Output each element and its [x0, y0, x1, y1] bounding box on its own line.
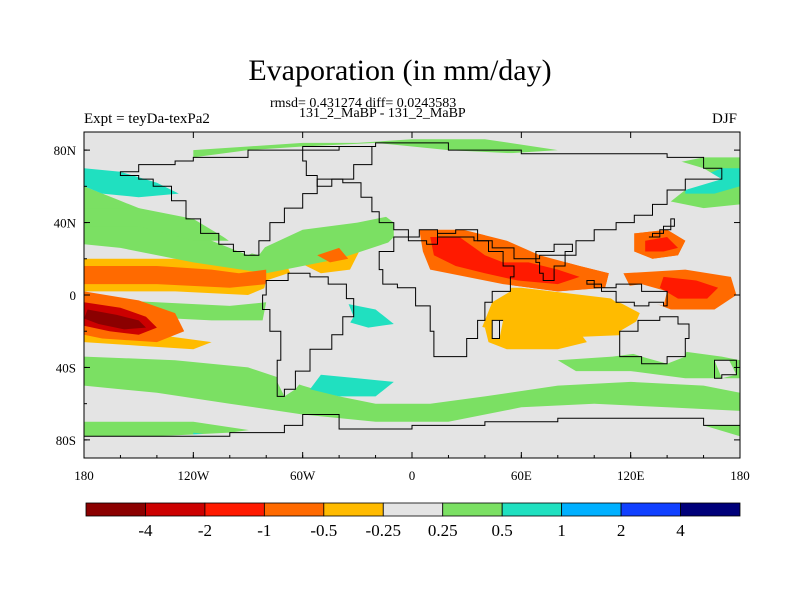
- field-north-pacific-orange-band: [84, 266, 267, 288]
- coastline-greenland: [302, 146, 373, 187]
- field-atlantic-orange: [317, 247, 349, 263]
- land-southeast-asia-islands: [586, 280, 668, 306]
- colorbar-label: -1: [257, 521, 271, 540]
- field-south-pacific-green-band: [84, 356, 740, 422]
- season-label: DJF: [712, 111, 738, 127]
- land-australia: [619, 316, 689, 364]
- land-greenland: [302, 146, 372, 187]
- y-tick-label: 0: [70, 288, 77, 303]
- coastline-southeast-asia-islands: [586, 280, 668, 307]
- field-north-atlantic-green: [84, 186, 394, 274]
- colorbar-label: 0.25: [428, 521, 458, 540]
- experiment-label: Expt = teyDa-texPa2: [84, 111, 210, 127]
- land-north-america-eurasia: [120, 142, 722, 259]
- land-antarctica: [84, 414, 740, 458]
- land-south-america: [262, 273, 354, 397]
- colorbar-swatch: [85, 502, 146, 517]
- x-tick-label: 0: [409, 468, 416, 483]
- colorbar-swatch: [263, 502, 325, 517]
- coastline-new-zealand: [714, 359, 737, 379]
- colorbar: -4 -2 -1 -0.5 -0.25 0.25 0.5 1 2 4: [85, 502, 741, 540]
- land-japan: [648, 218, 675, 237]
- field-southeast-pacific-deep-red: [84, 309, 146, 330]
- coastline-madagascar: [491, 319, 504, 339]
- x-tick-label: 180: [74, 468, 94, 483]
- x-tick-label: 120W: [177, 468, 210, 483]
- x-tick-label: 60E: [511, 468, 532, 483]
- x-tick-label: 120E: [617, 468, 645, 483]
- field-west-pacific-red: [659, 276, 719, 299]
- colorbar-swatch: [620, 502, 681, 517]
- page-title: Evaporation (in mm/day): [248, 54, 552, 87]
- coastline-india: [535, 243, 573, 281]
- field-arabia-yellow: [484, 327, 587, 350]
- coastline-japan: [648, 218, 675, 238]
- colorbar-label: 1: [557, 521, 566, 540]
- colorbar-swatch: [323, 502, 384, 517]
- x-tick-label: 60W: [290, 468, 316, 483]
- colorbar-swatch: [501, 502, 563, 517]
- colorbar-label: 2: [617, 521, 626, 540]
- colorbar-label: -2: [198, 521, 212, 540]
- land-madagascar: [492, 320, 504, 339]
- colorbar-label: 4: [676, 521, 685, 540]
- colorbar-swatch: [680, 502, 741, 517]
- map-plot-area: [84, 132, 740, 458]
- coastline-south-america: [262, 272, 355, 397]
- colorbar-swatch: [204, 502, 265, 517]
- land-field-southeast-asia-red: [645, 237, 678, 252]
- field-south-atlantic-cyan: [310, 374, 394, 397]
- field-north-pacific-cyan: [84, 168, 179, 198]
- colorbar-swatch: [442, 502, 503, 517]
- coastline-australia: [619, 316, 690, 365]
- field-north-pacific-green: [84, 208, 230, 241]
- coastline-antarctica: [84, 414, 740, 458]
- colorbar-label: -0.5: [310, 521, 337, 540]
- coastline-layer: [84, 142, 740, 458]
- colorbar-swatch: [382, 502, 444, 517]
- colorbar-label: 0.5: [492, 521, 513, 540]
- colorbar-swatch: [561, 502, 622, 517]
- coastline-africa-arabia: [378, 229, 515, 358]
- y-tick-label: 40S: [56, 360, 76, 375]
- map-axis-ticks: 180 120W 60W 0 60E 120E 180 80N 40N 0 40S 80S: [54, 132, 750, 483]
- x-tick-label: 180: [730, 468, 750, 483]
- colorbar-swatch: [145, 502, 206, 517]
- plot-subtitle: 131_2_MaBP - 131_2_MaBP: [299, 106, 466, 121]
- colorbar-label: -4: [138, 521, 153, 540]
- y-tick-label: 40N: [54, 216, 77, 231]
- y-tick-label: 80N: [54, 143, 77, 158]
- coastline-north-america-eurasia: [119, 142, 723, 260]
- y-tick-label: 80S: [56, 433, 76, 448]
- land-new-zealand: [714, 360, 737, 379]
- land-field-north-africa-red: [430, 237, 580, 285]
- stats-line: rmsd= 0.431274 diff= 0.0243583: [270, 96, 457, 111]
- colorbar-label: -0.25: [366, 521, 401, 540]
